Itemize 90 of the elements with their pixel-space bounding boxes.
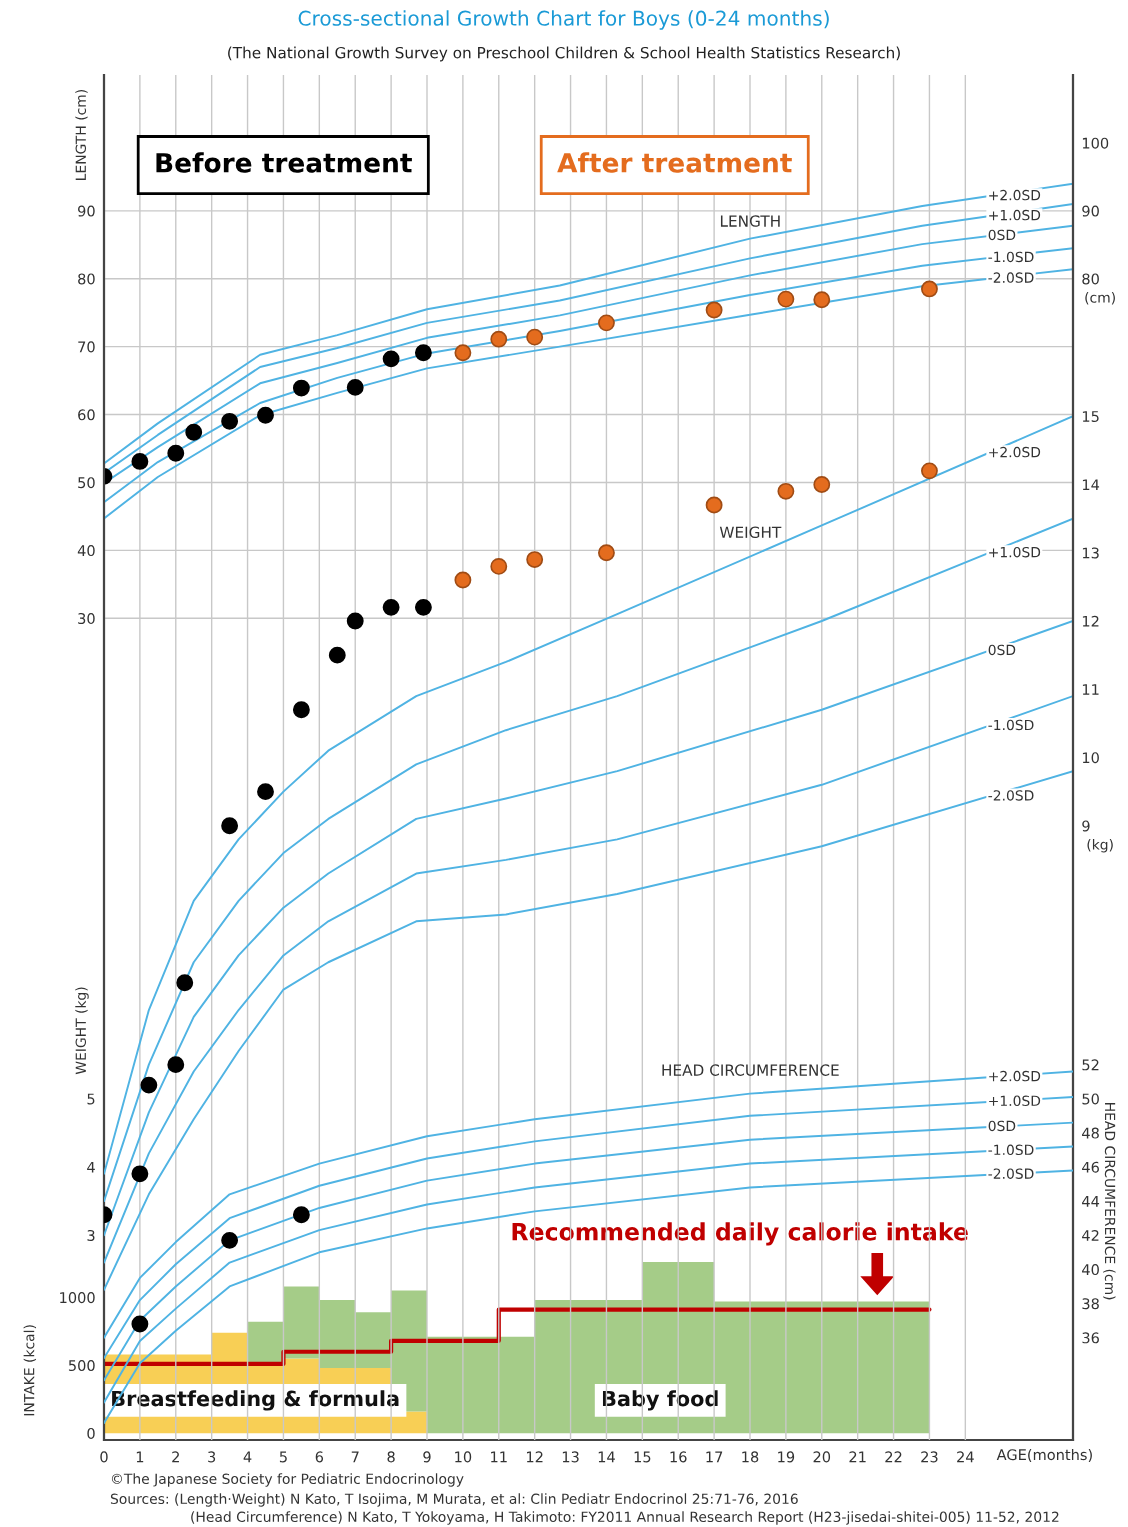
series-label: -2.0SD (988, 272, 1034, 283)
y2-tick-label: 40 (1082, 1264, 1099, 1276)
text: ©The Japanese Society for Pediatric Endocrinology (111, 1473, 464, 1487)
y-axis-title: WEIGHT (kg) (75, 987, 89, 1075)
series-label: 0SD (988, 229, 1016, 241)
x-tick-label: 21 (849, 1451, 866, 1463)
y2-axis-title: HEAD CIRCUMFERENCE (cm) (1103, 1103, 1116, 1300)
y-tick-label: 4 (87, 1161, 95, 1173)
y2-tick-label: 52 (1082, 1059, 1099, 1071)
text: Before treatment (156, 152, 412, 173)
x-tick-label: 7 (351, 1451, 359, 1463)
y2-tick-label: 50 (1082, 1093, 1099, 1105)
series-label: -1.0SD (988, 1144, 1034, 1156)
y2-tick-label: 13 (1082, 547, 1099, 559)
y2-tick-label: 9 (1082, 820, 1090, 832)
y-tick-label: 40 (77, 545, 95, 557)
y2-tick-label: 46 (1082, 1161, 1099, 1173)
series-label: 0SD (988, 1120, 1016, 1132)
y2-tick-label: 10 (1082, 752, 1099, 764)
y2-tick-label: 36 (1082, 1332, 1099, 1344)
y-tick-label: 1000 (60, 1292, 95, 1304)
y2-tick-label: 14 (1082, 479, 1100, 491)
y2-tick-label: 48 (1082, 1127, 1099, 1139)
x-tick-label: 15 (634, 1451, 651, 1463)
series-label: -1.0SD (988, 719, 1034, 731)
series-label: +1.0SD (989, 209, 1041, 221)
y-tick-label: 500 (68, 1360, 95, 1372)
x-tick-label: 2 (172, 1451, 179, 1463)
x-tick-label: 5 (279, 1451, 287, 1463)
text: (Head Circumference) N Kato, T Yokoyama, H Takimoto: FY2011 Annual Research Report (H23-jisedai-shitei-005) 11-52, 2012 (191, 1511, 1059, 1525)
x-tick-label: 16 (670, 1451, 687, 1463)
x-tick-label: 24 (957, 1451, 974, 1463)
x-tick-label: 8 (387, 1451, 395, 1463)
x-tick-label: 19 (778, 1451, 795, 1463)
x-tick-label: 3 (208, 1451, 216, 1463)
x-tick-label: 20 (813, 1451, 831, 1463)
series-label: +1.0SD (989, 1095, 1041, 1107)
y-tick-label: 30 (78, 613, 95, 625)
y2-tick-label: 44 (1082, 1196, 1100, 1207)
series-label: +2.0SD (989, 446, 1041, 458)
y2-tick-label: 11 (1082, 684, 1099, 695)
x-tick-label: 18 (742, 1451, 759, 1463)
y-tick-label: 50 (78, 477, 95, 489)
x-tick-label: 17 (706, 1451, 723, 1463)
y-axis-title: INTAKE (kcal) (23, 1325, 37, 1416)
y-tick-label: 0 (87, 1427, 95, 1439)
chart-subtitle: (The National Growth Survey on Preschool Children & School Health Statistics Research) (228, 46, 900, 62)
x-tick-label: 4 (243, 1451, 252, 1463)
y-tick-label: 70 (78, 341, 95, 353)
y2-tick-label: 90 (1082, 205, 1099, 217)
y2-tick-label: 38 (1082, 1298, 1099, 1310)
series-label: -1.0SD (988, 251, 1034, 263)
x-tick-label: 0 (100, 1451, 108, 1463)
y2-tick-label: 12 (1082, 615, 1099, 627)
y2-axis-title: (cm) (1085, 292, 1115, 305)
y-tick-label: 80 (78, 273, 95, 285)
x-tick-label: 9 (423, 1451, 431, 1463)
x-tick-label: 13 (562, 1451, 579, 1463)
x-tick-label: 1 (136, 1451, 144, 1463)
y-tick-label: 60 (78, 409, 95, 421)
series-label: +2.0SD (989, 1070, 1041, 1082)
y2-tick-label: 80 (1082, 273, 1099, 285)
x-tick-label: 22 (885, 1451, 902, 1463)
x-tick-label: 23 (921, 1451, 938, 1463)
text: Recommended daily calorie intake (512, 1222, 968, 1246)
y-tick-label: 90 (78, 205, 95, 217)
y2-tick-label: 15 (1082, 411, 1099, 422)
annotation: WEIGHT (719, 526, 782, 539)
y2-axis-title: (kg) (1087, 839, 1113, 853)
chart-title: Cross-sectional Growth Chart for Boys (0-24 months) (298, 10, 829, 30)
y2-tick-label: 100 (1082, 137, 1109, 149)
y-axis-title: LENGTH (cm) (75, 90, 88, 180)
x-tick-label: 12 (526, 1451, 543, 1463)
source-note: Sources: (Length·Weight) N Kato, T Isojima, M Murata, et al: Clin Pediatr Endocrinol 25:71-76, 2016 (110, 1493, 798, 1507)
annotation: HEAD CIRCUMFERENCE (662, 1064, 839, 1076)
x-tick-label: 6 (315, 1451, 324, 1463)
y-tick-label: 5 (87, 1093, 95, 1105)
annotation: LENGTH (720, 215, 780, 227)
x-tick-label: 14 (598, 1451, 615, 1463)
y2-tick-label: 42 (1082, 1229, 1099, 1241)
y-tick-label: 3 (87, 1229, 95, 1241)
series-label: +1.0SD (989, 546, 1041, 558)
x-tick-label: 10 (455, 1451, 472, 1463)
text: After treatment (557, 152, 792, 173)
series-label: -2.0SD (988, 790, 1034, 801)
series-label: -2.0SD (988, 1168, 1034, 1179)
series-label: 0SD (988, 644, 1016, 656)
series-label: +2.0SD (989, 189, 1041, 201)
x-tick-label: 11 (491, 1451, 507, 1463)
x-axis-title: AGE(months) (996, 1448, 1092, 1462)
